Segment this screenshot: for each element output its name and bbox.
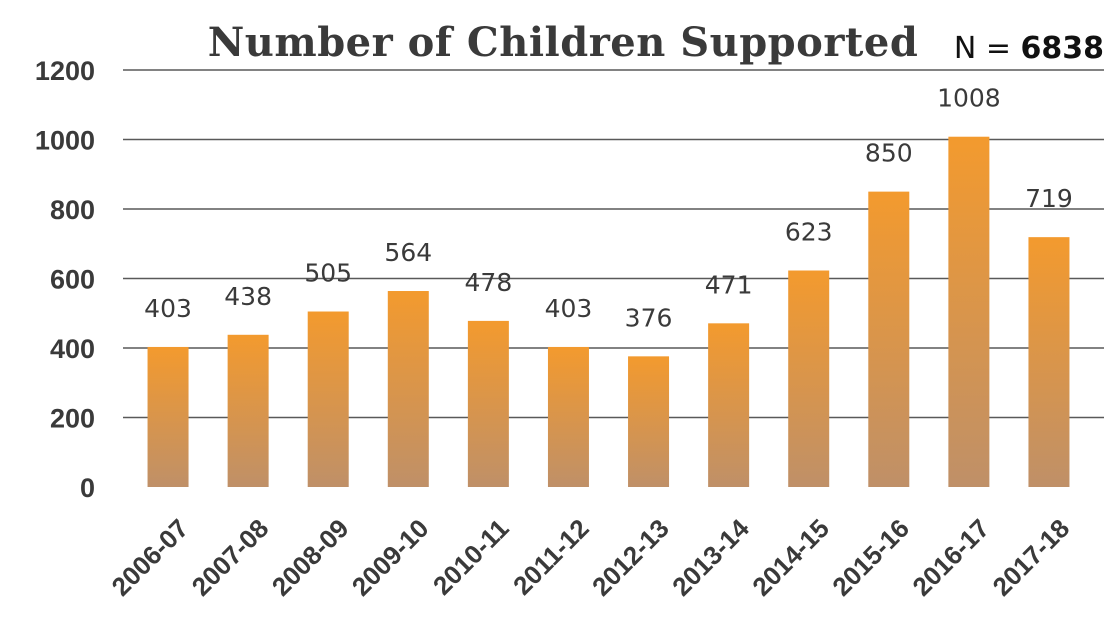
- x-tick-label: 2009-10: [346, 513, 435, 602]
- y-tick-label: 400: [50, 334, 95, 364]
- bar: [467, 320, 509, 487]
- total-annotation-value: 6838: [1021, 31, 1105, 66]
- data-label: 471: [705, 270, 753, 299]
- bar: [708, 323, 750, 487]
- y-tick-label: 600: [50, 265, 95, 295]
- x-tick-label: 2015-16: [826, 513, 915, 602]
- x-tick-label: 2008-09: [266, 513, 355, 602]
- bar: [387, 291, 429, 487]
- data-label: 1008: [937, 84, 1001, 113]
- data-label: 478: [465, 268, 513, 297]
- x-tick-label: 2017-18: [987, 513, 1076, 602]
- data-label: 376: [625, 303, 673, 332]
- x-axis-ticks: 2006-072007-082008-092009-102010-112011-…: [106, 513, 1076, 602]
- bar: [788, 270, 830, 487]
- x-tick-label: 2006-07: [106, 513, 195, 602]
- y-tick-label: 200: [50, 404, 95, 434]
- chart-title: Number of Children Supported: [208, 19, 919, 66]
- data-label: 505: [304, 259, 352, 288]
- x-tick-label: 2014-15: [746, 513, 835, 602]
- y-axis-ticks: 0 200 400 600 800 1000 1200: [35, 56, 95, 503]
- data-label: 564: [384, 238, 432, 267]
- data-label: 438: [224, 282, 272, 311]
- bar: [547, 346, 589, 487]
- y-tick-label: 800: [50, 195, 95, 225]
- y-tick-label: 0: [80, 473, 95, 503]
- bar: [227, 334, 269, 487]
- bar: [948, 136, 990, 487]
- bar: [307, 311, 349, 487]
- x-tick-label: 2013-14: [666, 513, 755, 602]
- total-annotation: N = 6838: [954, 31, 1104, 66]
- bars: [147, 136, 1070, 487]
- gridlines: [123, 69, 1104, 419]
- bar: [628, 356, 670, 487]
- x-tick-label: 2007-08: [186, 513, 275, 602]
- data-labels: 403 438 505 564 478 403 376 471 623 850 1008 719: [144, 84, 1073, 333]
- y-tick-label: 1200: [35, 56, 95, 86]
- bar: [1028, 237, 1070, 487]
- data-label: 719: [1025, 184, 1073, 213]
- x-tick-label: 2010-11: [427, 513, 515, 601]
- total-annotation-prefix: N =: [954, 31, 1021, 66]
- bar: [147, 346, 189, 487]
- y-tick-label: 1000: [35, 126, 95, 156]
- bar: [868, 191, 910, 487]
- data-label: 623: [785, 218, 833, 247]
- x-tick-label: 2011-12: [507, 513, 595, 601]
- x-tick-label: 2016-17: [906, 513, 995, 602]
- data-label: 403: [144, 294, 192, 323]
- data-label: 403: [545, 294, 593, 323]
- data-label: 850: [865, 139, 913, 168]
- x-tick-label: 2012-13: [586, 513, 675, 602]
